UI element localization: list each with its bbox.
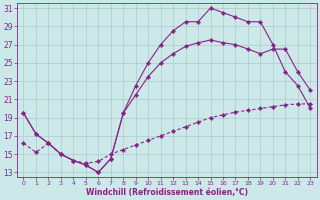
X-axis label: Windchill (Refroidissement éolien,°C): Windchill (Refroidissement éolien,°C) bbox=[86, 188, 248, 197]
